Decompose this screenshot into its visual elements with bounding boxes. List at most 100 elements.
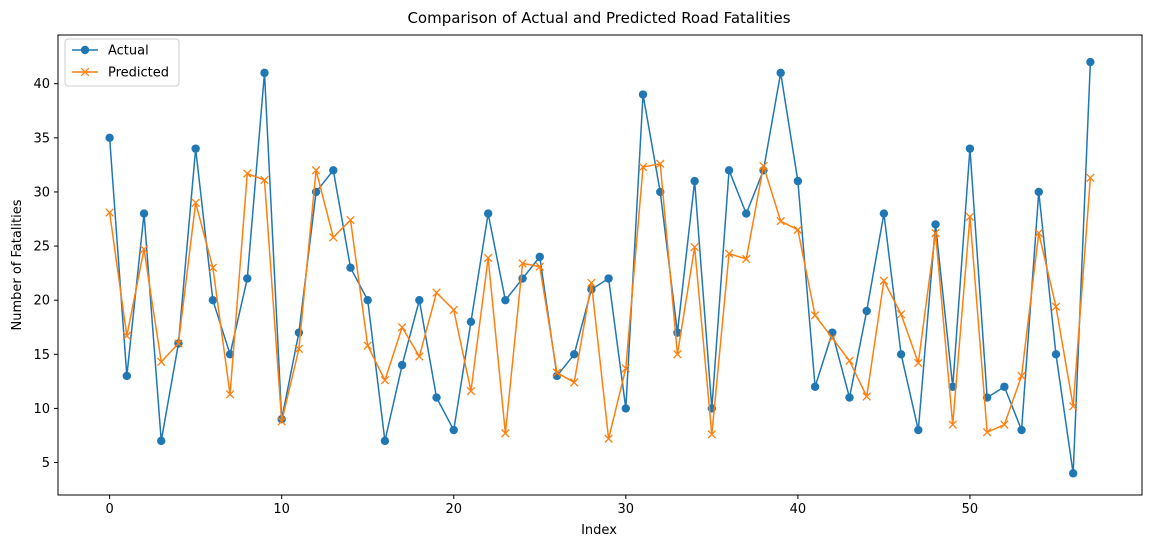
data-point-predicted — [604, 434, 613, 443]
legend: Actual Predicted — [64, 38, 180, 87]
data-point-actual — [1017, 425, 1026, 435]
data-point-predicted — [174, 339, 183, 348]
data-point-actual — [638, 90, 648, 99]
data-point-actual — [466, 317, 476, 327]
data-point-actual — [965, 144, 975, 153]
data-point-actual — [724, 166, 734, 175]
data-point-predicted — [139, 245, 149, 254]
data-point-predicted — [260, 175, 269, 185]
data-point-actual — [157, 436, 166, 446]
data-point-actual — [862, 306, 871, 316]
data-point-actual — [191, 144, 200, 153]
data-point-actual — [621, 404, 631, 413]
data-point-actual — [742, 209, 751, 218]
data-point-predicted — [518, 259, 527, 268]
x-tick-label: 40 — [790, 502, 807, 517]
data-point-actual — [483, 209, 493, 218]
data-point-actual — [948, 382, 957, 391]
data-point-predicted — [277, 417, 286, 426]
x-tick-label: 10 — [273, 502, 290, 517]
data-point-actual — [122, 371, 132, 381]
y-tick-label: 40 — [33, 77, 50, 92]
data-point-predicted — [105, 208, 114, 217]
data-point-predicted — [1000, 420, 1009, 429]
legend-label: Actual — [108, 44, 149, 59]
data-point-predicted — [1086, 173, 1095, 183]
data-point-predicted — [707, 430, 717, 439]
x-tick-label: 0 — [105, 502, 113, 517]
data-point-actual — [243, 274, 252, 283]
y-tick-label: 35 — [33, 131, 50, 146]
y-tick-label: 5 — [42, 456, 50, 471]
data-point-predicted — [311, 166, 321, 175]
data-point-actual — [139, 209, 149, 218]
data-point-actual — [896, 350, 906, 359]
series-line-predicted — [108, 163, 1092, 440]
data-point-actual — [225, 350, 235, 359]
data-point-predicted — [948, 420, 957, 429]
data-point-actual — [346, 263, 355, 272]
data-point-predicted — [156, 357, 166, 367]
y-axis: 5 10 15 20 25 30 35 40 — [33, 77, 58, 471]
data-point-actual — [518, 274, 527, 283]
data-point-predicted — [294, 344, 304, 354]
data-point-predicted — [776, 216, 785, 226]
chart-title: Comparison of Actual and Predicted Road … — [407, 9, 790, 27]
data-point-predicted — [191, 198, 200, 208]
data-point-predicted — [432, 288, 441, 297]
data-point-actual — [432, 393, 441, 402]
data-point-predicted — [1068, 401, 1078, 411]
data-point-actual — [535, 252, 544, 262]
data-point-actual — [105, 133, 114, 143]
y-tick-label: 25 — [33, 240, 50, 255]
data-point-actual — [776, 68, 785, 78]
x-tick-label: 30 — [618, 502, 635, 517]
data-point-predicted — [759, 161, 768, 171]
data-point-predicted — [569, 378, 579, 387]
data-point-predicted — [931, 228, 940, 238]
data-point-actual — [449, 425, 458, 435]
y-tick-label: 30 — [33, 185, 50, 200]
data-point-predicted — [535, 262, 545, 271]
data-point-predicted — [638, 162, 648, 172]
y-tick-label: 20 — [33, 294, 50, 309]
data-point-predicted — [965, 212, 975, 222]
data-point-predicted — [415, 352, 424, 361]
data-point-actual — [845, 393, 854, 402]
data-point-predicted — [466, 386, 476, 396]
legend-item-predicted: Predicted — [72, 66, 169, 81]
data-point-actual — [569, 350, 579, 359]
data-point-predicted — [982, 427, 992, 437]
data-point-actual — [931, 220, 940, 229]
data-point-predicted — [552, 368, 562, 377]
y-axis-label: Number of Fatalities — [10, 199, 25, 330]
x-axis-label: Index — [581, 523, 617, 538]
data-point-actual — [363, 295, 372, 305]
data-point-predicted — [243, 169, 252, 178]
data-point-predicted — [673, 350, 682, 359]
data-point-predicted — [793, 225, 803, 235]
data-point-predicted — [896, 309, 906, 319]
series-predicted — [105, 159, 1095, 443]
data-point-actual — [1034, 187, 1043, 197]
data-point-actual — [1000, 382, 1009, 391]
data-point-predicted — [122, 331, 132, 341]
data-point-actual — [1086, 57, 1095, 67]
data-point-predicted — [1051, 302, 1061, 311]
data-point-predicted — [380, 376, 390, 385]
y-tick-label: 15 — [33, 348, 50, 363]
data-point-predicted — [397, 322, 407, 332]
data-point-actual — [810, 382, 820, 391]
data-point-actual — [793, 176, 803, 186]
series-group — [105, 57, 1095, 478]
legend-marker — [80, 45, 90, 55]
data-point-actual — [914, 425, 923, 435]
data-point-predicted — [690, 242, 699, 252]
data-point-predicted — [845, 356, 854, 366]
data-point-actual — [294, 328, 304, 337]
data-point-predicted — [879, 276, 889, 285]
data-point-actual — [1068, 469, 1078, 478]
data-point-predicted — [225, 390, 235, 399]
data-point-predicted — [483, 253, 493, 263]
